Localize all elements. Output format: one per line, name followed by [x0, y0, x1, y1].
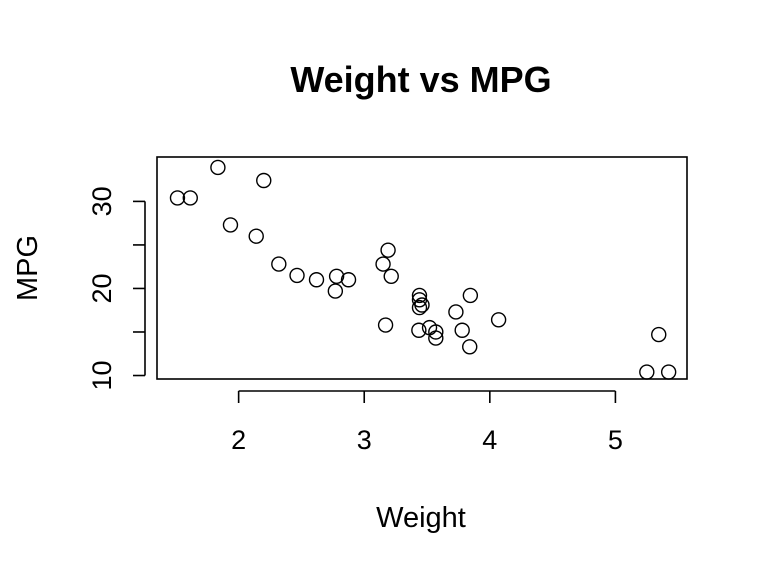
data-point — [377, 317, 394, 333]
data-point — [256, 172, 272, 189]
data-point — [308, 272, 325, 288]
data-point — [289, 267, 305, 284]
data-point — [182, 190, 198, 206]
data-point — [448, 304, 464, 320]
y-tick-label: 10 — [87, 360, 117, 390]
data-point — [383, 268, 399, 284]
y-axis: 10 20 30 — [87, 186, 146, 391]
data-point — [639, 364, 655, 380]
x-axis-label: Weight — [376, 502, 466, 534]
data-point — [210, 159, 226, 176]
data-point — [462, 339, 478, 355]
data-point — [327, 283, 344, 299]
data-point — [328, 268, 345, 284]
data-point — [411, 322, 427, 338]
data-point — [375, 256, 391, 272]
data-point — [414, 297, 430, 313]
data-point — [462, 287, 479, 304]
data-point — [411, 287, 428, 304]
data-point — [169, 190, 186, 206]
x-tick-label: 2 — [231, 425, 246, 455]
data-point — [454, 322, 470, 338]
data-point — [411, 299, 428, 316]
y-axis-label: MPG — [12, 235, 44, 301]
data-point — [380, 242, 396, 258]
chart-title: Weight vs MPG — [290, 59, 551, 100]
data-point — [340, 272, 357, 288]
data-point — [271, 256, 287, 272]
data-points — [169, 159, 677, 380]
data-point — [660, 364, 677, 380]
data-point — [248, 228, 264, 244]
x-tick-label: 3 — [357, 425, 372, 455]
x-tick-label: 5 — [608, 425, 623, 455]
data-point — [490, 312, 507, 328]
data-point — [222, 217, 239, 233]
x-axis: 2 3 4 5 — [231, 390, 623, 455]
data-point — [651, 326, 667, 343]
y-tick-label: 30 — [87, 186, 117, 216]
x-tick-label: 4 — [482, 425, 497, 455]
y-tick-label: 20 — [87, 273, 117, 303]
data-point — [428, 324, 444, 340]
data-point — [428, 330, 444, 346]
plot-frame — [156, 156, 688, 380]
